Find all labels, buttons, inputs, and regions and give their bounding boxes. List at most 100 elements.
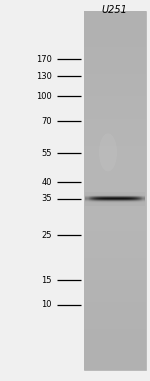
Text: 15: 15 <box>41 275 52 285</box>
Bar <box>90 195 91 196</box>
Bar <box>121 200 122 201</box>
Bar <box>95 192 96 193</box>
Bar <box>121 197 122 198</box>
Bar <box>131 203 132 204</box>
Bar <box>88 204 89 205</box>
Bar <box>125 201 126 202</box>
Bar <box>126 200 127 201</box>
Bar <box>84 262 146 267</box>
Bar <box>110 196 111 197</box>
Bar <box>95 202 96 203</box>
Bar <box>86 205 87 206</box>
Bar <box>114 204 115 205</box>
Bar <box>124 201 125 202</box>
Bar <box>88 195 89 196</box>
Bar <box>111 197 112 198</box>
Bar <box>114 201 115 202</box>
Bar <box>141 198 142 199</box>
Bar <box>114 193 115 194</box>
Bar <box>87 192 88 193</box>
Bar <box>118 192 119 193</box>
Bar <box>113 205 114 206</box>
Bar <box>120 201 121 202</box>
Bar <box>120 196 121 197</box>
Bar <box>84 96 146 101</box>
Bar <box>97 196 98 197</box>
Bar <box>84 293 146 298</box>
Bar <box>128 192 129 193</box>
Bar <box>91 201 92 202</box>
Bar <box>120 193 121 194</box>
Bar <box>137 205 138 206</box>
Bar <box>119 197 120 198</box>
Bar <box>104 202 105 203</box>
Bar <box>103 200 104 201</box>
Ellipse shape <box>99 133 117 171</box>
Bar <box>107 199 108 200</box>
Bar <box>98 194 99 195</box>
Bar <box>84 316 146 320</box>
Bar <box>84 29 146 34</box>
Bar <box>127 203 128 204</box>
Bar <box>130 193 131 194</box>
Bar <box>84 271 146 275</box>
Bar <box>107 195 108 196</box>
Bar <box>118 197 119 198</box>
Bar <box>84 182 146 186</box>
Bar <box>117 196 118 197</box>
Bar <box>142 199 143 200</box>
Bar <box>144 192 145 193</box>
Bar <box>120 198 121 199</box>
Text: 25: 25 <box>41 231 52 240</box>
Bar <box>95 204 96 205</box>
Bar <box>143 198 144 199</box>
Bar <box>115 194 116 195</box>
Bar <box>90 204 91 205</box>
Bar <box>110 204 111 205</box>
Bar <box>135 202 136 203</box>
Bar <box>144 196 145 197</box>
Bar <box>131 197 132 198</box>
Bar <box>106 200 107 201</box>
Bar <box>104 205 105 206</box>
Bar <box>122 196 123 197</box>
Bar <box>94 203 95 204</box>
Bar <box>144 199 145 200</box>
Bar <box>127 200 128 201</box>
Bar <box>134 196 135 197</box>
Bar <box>99 199 100 200</box>
Bar <box>106 193 107 194</box>
Bar <box>123 202 124 203</box>
Bar <box>121 193 122 194</box>
Bar <box>98 195 99 196</box>
Bar <box>107 200 108 201</box>
Bar <box>136 194 137 195</box>
Bar <box>138 200 139 201</box>
Bar <box>107 205 108 206</box>
Bar <box>128 203 129 204</box>
Bar <box>136 201 137 202</box>
Bar <box>97 200 98 201</box>
Bar <box>114 205 115 206</box>
Bar <box>143 201 144 202</box>
Bar <box>97 199 98 200</box>
Bar <box>92 203 93 204</box>
Bar <box>136 204 137 205</box>
Bar <box>129 197 130 198</box>
Bar <box>105 203 106 204</box>
Bar <box>89 201 90 202</box>
Bar <box>130 194 131 195</box>
Bar <box>114 192 115 193</box>
Bar <box>84 141 146 146</box>
Bar <box>94 204 95 205</box>
Bar <box>90 194 91 195</box>
Bar <box>99 195 100 196</box>
Bar <box>134 193 135 194</box>
Bar <box>141 204 142 205</box>
Bar <box>128 195 129 196</box>
Bar <box>120 199 121 200</box>
Bar <box>86 201 87 202</box>
Bar <box>113 201 114 202</box>
Bar <box>102 200 103 201</box>
Bar <box>140 202 141 203</box>
